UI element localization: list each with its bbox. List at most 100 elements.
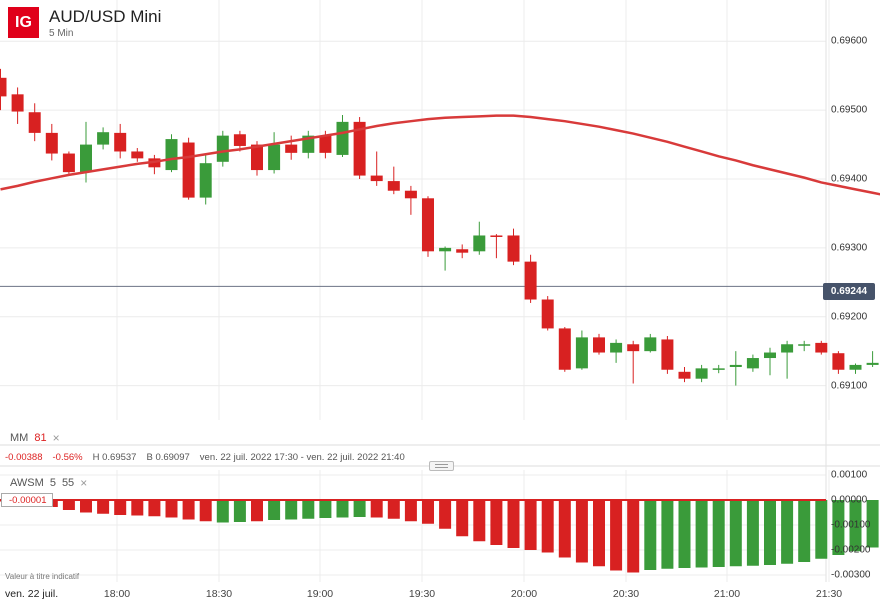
awsm-bar [832, 500, 845, 555]
timeframe-label[interactable]: 5 Min [49, 28, 74, 39]
candle [627, 344, 640, 352]
candle [524, 261, 537, 300]
awsm-bar [746, 500, 759, 566]
price-tick-label: 0.69200 [831, 311, 868, 323]
moving-average-legend: MM 81 × [10, 431, 60, 445]
change-percent: -0.56% [52, 452, 83, 463]
awsm-bar [199, 500, 212, 522]
candle [233, 134, 246, 146]
ma-close-icon[interactable]: × [52, 431, 60, 445]
awsm-bar [644, 500, 657, 570]
candle [319, 135, 332, 153]
low-value: B 0.69097 [146, 452, 190, 463]
awsm-bar [541, 500, 554, 553]
awsm-bar [764, 500, 776, 565]
time-tick-label: 18:30 [205, 588, 233, 600]
price-tick-label: 0.69500 [831, 104, 868, 116]
candle [28, 112, 41, 133]
awsm-bar [422, 500, 434, 524]
candle [182, 142, 195, 198]
candle [404, 190, 417, 199]
change-value: -0.00388 [5, 452, 43, 463]
period-range: ven. 22 juil. 2022 17:30 - ven. 22 juil.… [199, 452, 405, 463]
awsm-bar [627, 500, 640, 573]
awsm-bar [233, 500, 246, 522]
high-value: H 0.69537 [92, 452, 137, 463]
awsm-bar [302, 500, 315, 519]
awsm-bar [456, 500, 469, 537]
awsm-tick-label: -0.00200 [831, 544, 871, 556]
candle [97, 132, 110, 145]
awsm-bar [661, 500, 674, 569]
panel-resize-handle[interactable] [429, 461, 454, 471]
price-tick-label: 0.69300 [831, 242, 868, 254]
candle [422, 198, 434, 252]
awsm-bar [610, 500, 623, 571]
candle [832, 353, 845, 370]
awsm-label: AWSM [10, 477, 44, 489]
candle [268, 144, 281, 171]
candle [199, 163, 212, 198]
awsm-bar [507, 500, 520, 548]
awsm-bar [729, 500, 742, 567]
candle [131, 151, 144, 159]
candle [62, 153, 75, 173]
awsm-bar [678, 500, 691, 568]
awsm-bar [695, 500, 708, 568]
awsm-tick-label: 0.00000 [831, 494, 868, 506]
candle [712, 368, 725, 370]
awsm-bar [781, 500, 794, 564]
candle [0, 77, 7, 97]
candle [798, 344, 811, 346]
current-price-tag: 0.69244 [823, 283, 875, 300]
candle [695, 368, 708, 379]
candle [114, 132, 127, 152]
price-tick-label: 0.69400 [831, 173, 868, 185]
awsm-bar [148, 500, 161, 517]
price-tick-label: 0.69100 [831, 380, 868, 392]
awsm-bar [558, 500, 571, 558]
awsm-bar [62, 500, 75, 510]
candle [575, 337, 588, 369]
time-tick-label: 19:30 [408, 588, 436, 600]
candle [661, 339, 674, 370]
awsm-bar [575, 500, 588, 563]
candle [216, 135, 229, 162]
awsm-bar [336, 500, 349, 518]
candle [644, 337, 657, 352]
awsm-bar [712, 500, 725, 567]
candle [781, 344, 794, 353]
date-label: ven. 22 juil. [5, 588, 59, 600]
awsm-bar [798, 500, 811, 562]
awsm-close-icon[interactable]: × [80, 476, 88, 490]
ma-label: MM [10, 432, 29, 444]
awsm-bar [131, 500, 144, 516]
candle [285, 144, 298, 153]
candle [353, 121, 366, 176]
time-tick-label: 20:00 [510, 588, 538, 600]
awsm-bar [404, 500, 417, 522]
candle [370, 175, 383, 182]
awsm-bar [866, 500, 879, 548]
instrument-title[interactable]: AUD/USD Mini [49, 7, 162, 26]
time-tick-label: 19:00 [306, 588, 334, 600]
awsm-bar [182, 500, 195, 520]
candle [11, 94, 24, 112]
awsm-bar [251, 500, 263, 522]
awsm-bar [114, 500, 127, 515]
chart-header: IG AUD/USD Mini 5 Min [8, 7, 161, 39]
ma-period: 81 [34, 432, 47, 444]
awsm-bar [353, 500, 366, 517]
time-tick-label: 21:30 [815, 588, 843, 600]
awsm-param-2: 55 [61, 477, 75, 489]
range-info: -0.00388 -0.56% H 0.69537 B 0.69097 ven.… [5, 452, 405, 463]
awsm-bar [490, 500, 503, 545]
candle [746, 358, 759, 369]
candle [165, 139, 178, 171]
candle [439, 247, 452, 252]
candle [251, 144, 263, 171]
awsm-bar [815, 500, 828, 559]
awsm-tick-label: 0.00100 [831, 469, 868, 481]
candle [558, 328, 571, 370]
